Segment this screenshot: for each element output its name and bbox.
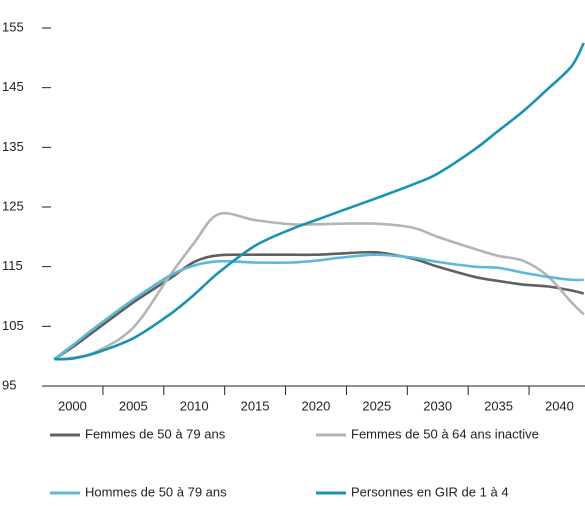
- x-tick-label: 2030: [423, 398, 452, 413]
- y-tick-label: 155: [2, 19, 24, 34]
- series-line: [54, 211, 585, 361]
- x-tick-label: 2015: [241, 398, 270, 413]
- x-tick-label: 2020: [301, 398, 330, 413]
- x-tick-label: 2005: [119, 398, 148, 413]
- y-tick-label: 145: [2, 79, 24, 94]
- legend-label: Personnes en GIR de 1 à 4: [351, 484, 509, 499]
- series-line: [53, 253, 584, 361]
- y-tick-label: 95: [2, 377, 16, 392]
- x-tick-label: 2025: [362, 398, 391, 413]
- y-tick-label: 105: [2, 318, 24, 333]
- series-line: [54, 42, 585, 361]
- y-tick-label: 115: [2, 258, 23, 273]
- legend-label: Femmes de 50 à 64 ans inactive: [351, 426, 539, 441]
- x-tick-label: 2010: [180, 398, 209, 413]
- y-tick-label: 135: [2, 139, 24, 154]
- series-line: [53, 250, 585, 361]
- x-tick-label: 2000: [58, 398, 87, 413]
- x-tick-label: 2040: [545, 398, 574, 413]
- legend-label: Femmes de 50 à 79 ans: [85, 426, 226, 441]
- x-tick-label: 2035: [484, 398, 513, 413]
- y-tick-label: 125: [2, 198, 24, 213]
- legend-label: Hommes de 50 à 79 ans: [85, 484, 227, 499]
